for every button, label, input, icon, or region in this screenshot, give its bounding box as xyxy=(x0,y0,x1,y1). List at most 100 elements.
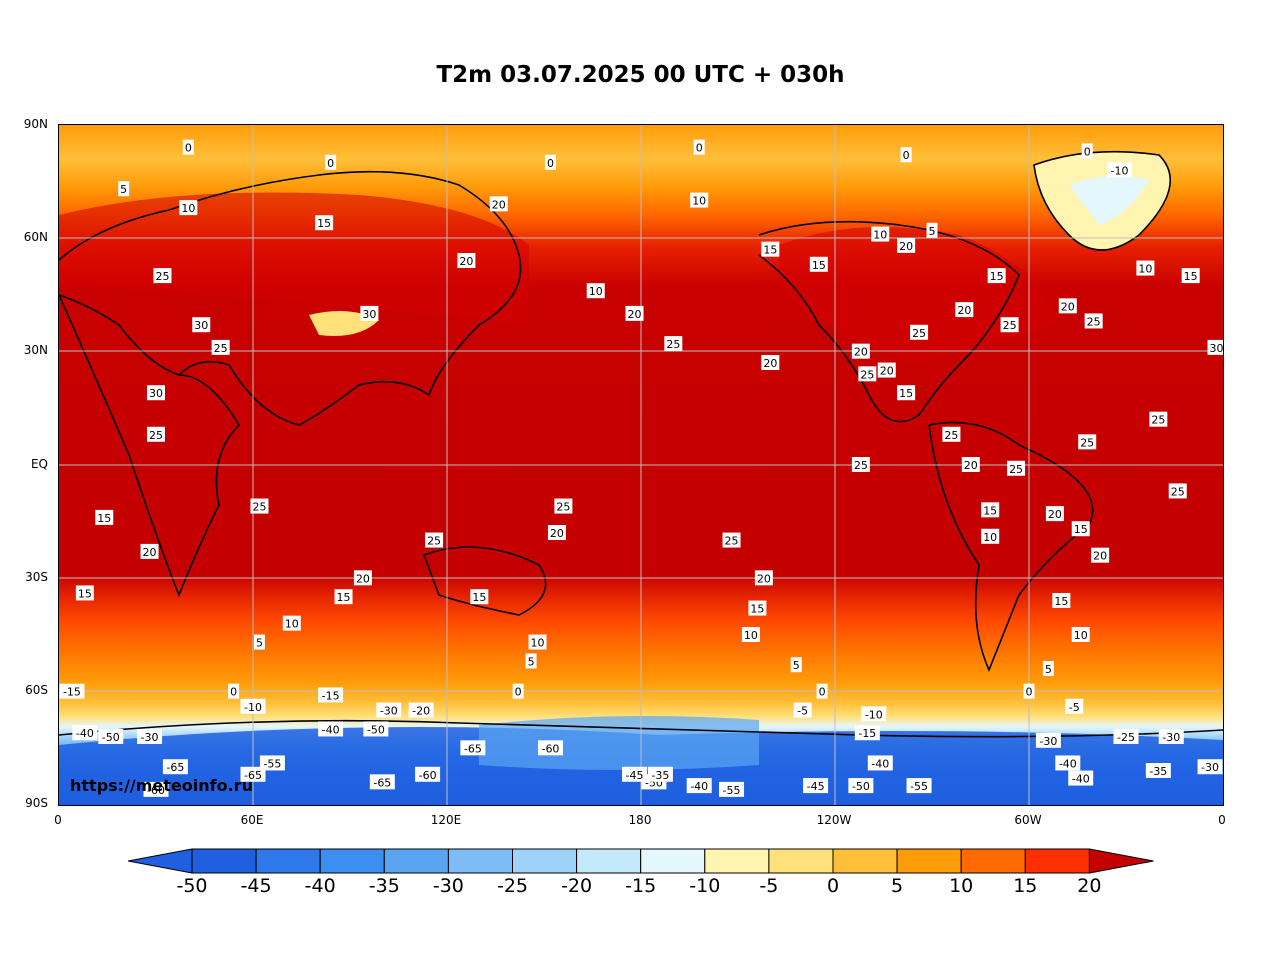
svg-text:-65: -65 xyxy=(166,761,184,774)
contour-label: -50 xyxy=(363,721,389,737)
greenland-ice-core xyxy=(1069,176,1149,225)
svg-text:15: 15 xyxy=(317,217,331,230)
svg-text:-60: -60 xyxy=(147,784,165,797)
contour-label: -10 xyxy=(1107,162,1133,178)
svg-text:-5: -5 xyxy=(1069,701,1080,714)
contour-label: 25 xyxy=(858,366,877,382)
contour-label: 5 xyxy=(118,181,130,197)
contour-label: -45 xyxy=(803,778,829,794)
contour-label: 0 xyxy=(693,139,705,155)
contour-label: 25 xyxy=(910,324,929,340)
colorbar-tick-label: -30 xyxy=(432,875,464,897)
svg-text:25: 25 xyxy=(427,535,441,548)
contour-label: 30 xyxy=(192,317,211,333)
colorbar-tick-label: 10 xyxy=(949,875,974,897)
svg-text:10: 10 xyxy=(285,618,299,631)
svg-text:-50: -50 xyxy=(102,731,120,744)
svg-text:-30: -30 xyxy=(380,705,398,718)
contour-label: 0 xyxy=(512,683,524,699)
svg-text:20: 20 xyxy=(356,572,370,585)
lat-label-60n: 60N xyxy=(23,230,48,244)
svg-text:-65: -65 xyxy=(244,769,262,782)
contour-label: -40 xyxy=(1055,755,1081,771)
contour-label: -40 xyxy=(72,725,98,741)
svg-text:20: 20 xyxy=(143,546,157,559)
contour-label: 0 xyxy=(182,139,194,155)
svg-text:25: 25 xyxy=(155,270,169,283)
contour-label: 25 xyxy=(664,336,683,352)
contour-label: 20 xyxy=(754,570,773,586)
colorbar-tick-label: -50 xyxy=(176,875,208,897)
contour-label: 20 xyxy=(1045,506,1064,522)
colorbar-cell xyxy=(960,848,1026,874)
svg-text:-60: -60 xyxy=(419,769,437,782)
contour-label: 10 xyxy=(586,283,605,299)
svg-text:0: 0 xyxy=(903,149,910,162)
colorbar-cell xyxy=(1024,848,1090,874)
lon-label-0-right: 0 xyxy=(1218,813,1226,827)
svg-text:0: 0 xyxy=(230,686,237,699)
lon-label-120e: 120E xyxy=(430,813,462,827)
contour-label: 15 xyxy=(987,268,1006,284)
svg-text:0: 0 xyxy=(327,157,334,170)
colorbar-tick-label: -35 xyxy=(368,875,400,897)
contour-label: 10 xyxy=(871,226,890,242)
contour-label: 25 xyxy=(1078,434,1097,450)
contour-label: 20 xyxy=(877,362,896,378)
contour-label: 20 xyxy=(457,253,476,268)
svg-text:15: 15 xyxy=(472,591,486,604)
contour-label: -25 xyxy=(1113,729,1139,744)
contour-label: 25 xyxy=(851,457,870,472)
contour-label: -40 xyxy=(867,755,893,771)
svg-text:-55: -55 xyxy=(910,780,928,793)
svg-text:10: 10 xyxy=(873,229,887,242)
svg-text:30: 30 xyxy=(194,319,208,332)
temperature-map: 0 0 0 0 0 0 -10 5 10 15 20 10 15 10 15 20 25 30 20 25 30 10 20… xyxy=(58,124,1224,806)
svg-text:15: 15 xyxy=(990,270,1004,283)
contour-label: -15 xyxy=(59,683,85,699)
svg-text:-40: -40 xyxy=(871,757,889,770)
contour-label: 10 xyxy=(1136,260,1155,276)
svg-text:25: 25 xyxy=(1003,319,1017,332)
lat-label-90s: 90S xyxy=(25,796,48,810)
svg-text:25: 25 xyxy=(860,368,874,381)
svg-text:-40: -40 xyxy=(690,780,708,793)
svg-text:25: 25 xyxy=(725,535,739,548)
svg-text:0: 0 xyxy=(1084,145,1091,158)
contour-label: 30 xyxy=(360,305,379,321)
svg-text:10: 10 xyxy=(1074,629,1088,642)
svg-text:25: 25 xyxy=(1009,463,1023,476)
colorbar-tick-label: 15 xyxy=(1013,875,1038,897)
svg-text:25: 25 xyxy=(1171,485,1185,498)
contour-label: 25 xyxy=(942,426,961,442)
svg-text:20: 20 xyxy=(1093,550,1107,563)
colorbar-tick-label: -40 xyxy=(304,875,336,897)
svg-text:20: 20 xyxy=(899,240,913,253)
contour-label: 15 xyxy=(981,502,1000,518)
svg-text:30: 30 xyxy=(149,387,163,400)
contour-label: 25 xyxy=(250,498,269,514)
contour-label: 5 xyxy=(790,657,802,673)
contour-label: 20 xyxy=(547,525,566,540)
svg-text:5: 5 xyxy=(528,655,535,668)
colorbar-tick-label: 5 xyxy=(891,875,904,897)
contour-label: 10 xyxy=(1071,627,1090,642)
contour-label: 0 xyxy=(816,683,828,699)
lat-label-90n: 90N xyxy=(23,117,48,131)
svg-text:-10: -10 xyxy=(865,708,883,721)
credit-link[interactable]: https://meteoinfo.ru xyxy=(70,776,253,795)
contour-label: 15 xyxy=(897,385,916,401)
svg-text:0: 0 xyxy=(819,686,826,699)
contour-label: 25 xyxy=(1149,411,1168,427)
contour-label: 0 xyxy=(900,147,912,163)
colorbar xyxy=(128,848,1154,874)
colorbar-tick-label: -15 xyxy=(625,875,657,897)
svg-text:-50: -50 xyxy=(852,780,870,793)
svg-text:-30: -30 xyxy=(1201,761,1219,774)
contour-label: 15 xyxy=(1052,593,1071,608)
svg-text:-40: -40 xyxy=(1059,757,1077,770)
contour-label: 0 xyxy=(1081,143,1093,159)
contour-label: 10 xyxy=(528,634,547,650)
svg-text:20: 20 xyxy=(1061,300,1075,313)
map-canvas: 0 0 0 0 0 0 -10 5 10 15 20 10 15 10 15 20 25 30 20 25 30 10 20… xyxy=(59,125,1223,805)
